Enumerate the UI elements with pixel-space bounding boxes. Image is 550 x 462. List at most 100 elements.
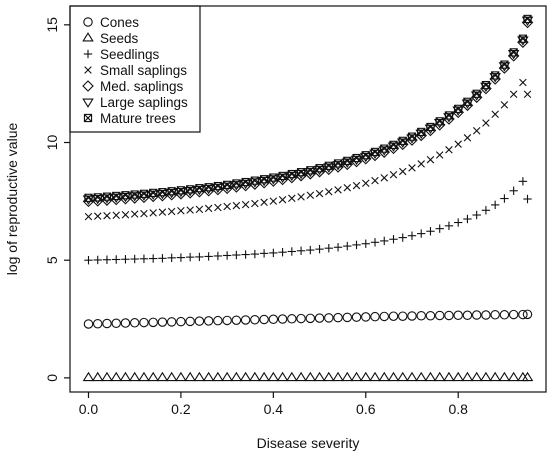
data-point xyxy=(389,140,398,149)
data-point xyxy=(130,254,139,264)
data-point xyxy=(149,209,157,217)
data-point xyxy=(232,201,241,210)
data-point xyxy=(221,371,233,382)
data-point xyxy=(195,252,204,262)
data-point xyxy=(148,317,158,328)
data-point xyxy=(130,190,139,199)
data-point xyxy=(324,161,333,170)
data-point xyxy=(296,313,306,324)
data-point xyxy=(519,78,527,87)
data-point xyxy=(444,111,454,120)
data-point xyxy=(371,176,379,185)
data-point xyxy=(231,315,242,325)
data-point xyxy=(426,122,435,132)
data-point xyxy=(194,316,205,326)
data-point xyxy=(186,206,194,214)
x-tick-label: 0.8 xyxy=(448,401,468,417)
data-point xyxy=(239,371,252,382)
data-point xyxy=(445,146,453,154)
data-point xyxy=(491,110,499,119)
data-point xyxy=(306,191,315,199)
data-point xyxy=(149,188,158,198)
data-point xyxy=(121,255,130,264)
data-point xyxy=(185,252,195,262)
data-point xyxy=(490,200,500,210)
data-point xyxy=(314,313,325,323)
data-point xyxy=(260,198,268,207)
data-point xyxy=(417,229,426,238)
data-point xyxy=(343,183,352,192)
data-point xyxy=(222,315,232,326)
series-seeds xyxy=(82,371,534,382)
data-point xyxy=(370,147,380,157)
data-point xyxy=(177,207,185,215)
data-point xyxy=(305,313,316,324)
data-point xyxy=(389,235,398,244)
data-point xyxy=(119,371,132,382)
data-point xyxy=(315,164,324,173)
data-point xyxy=(232,250,241,260)
data-point xyxy=(482,119,490,127)
data-point xyxy=(213,315,223,326)
data-point xyxy=(463,97,472,106)
data-point xyxy=(157,317,168,327)
data-point xyxy=(204,252,213,261)
data-point xyxy=(379,311,390,322)
data-point xyxy=(222,251,232,260)
legend-label: Med. saplings xyxy=(100,79,184,94)
data-point xyxy=(407,311,417,321)
data-point xyxy=(491,71,500,80)
data-point xyxy=(509,90,518,99)
data-point xyxy=(508,309,519,320)
data-point xyxy=(158,254,167,263)
data-point xyxy=(521,371,534,382)
data-point xyxy=(230,371,243,382)
series-seedlings xyxy=(84,177,532,265)
data-point xyxy=(165,371,178,382)
data-point xyxy=(325,187,333,196)
data-point xyxy=(232,179,241,188)
data-point xyxy=(304,371,317,382)
data-point xyxy=(258,371,270,382)
data-point xyxy=(350,371,363,382)
series-mature-trees xyxy=(84,14,532,202)
data-point xyxy=(93,193,102,202)
data-point xyxy=(241,200,250,209)
data-point xyxy=(277,314,288,324)
data-point xyxy=(214,203,222,212)
data-point xyxy=(370,311,380,322)
data-point xyxy=(110,371,123,382)
data-point xyxy=(240,315,251,325)
data-point xyxy=(268,314,279,325)
data-point xyxy=(407,132,417,141)
data-point xyxy=(435,224,444,233)
data-point xyxy=(453,310,463,321)
data-point xyxy=(359,371,372,382)
data-point xyxy=(444,310,454,321)
data-point xyxy=(267,371,280,382)
data-point xyxy=(324,313,334,323)
data-point xyxy=(333,312,343,323)
data-point xyxy=(276,371,289,382)
data-point xyxy=(424,371,437,382)
data-point xyxy=(481,206,491,215)
data-point xyxy=(426,227,435,236)
data-point xyxy=(130,210,139,218)
data-point xyxy=(315,189,324,198)
x-axis-title: Disease severity xyxy=(257,435,360,451)
data-point xyxy=(509,186,518,195)
data-point xyxy=(278,247,287,257)
data-point xyxy=(121,211,130,219)
data-point xyxy=(452,371,464,382)
data-point xyxy=(407,231,417,240)
data-point xyxy=(352,240,361,250)
legend-label: Cones xyxy=(100,15,139,30)
data-point xyxy=(259,175,269,184)
data-point xyxy=(93,255,102,265)
data-point xyxy=(361,151,370,160)
data-point xyxy=(167,207,176,216)
series-small-saplings xyxy=(84,78,532,221)
data-point xyxy=(461,371,474,382)
y-tick-label: 15 xyxy=(44,17,60,33)
data-point xyxy=(204,183,213,192)
